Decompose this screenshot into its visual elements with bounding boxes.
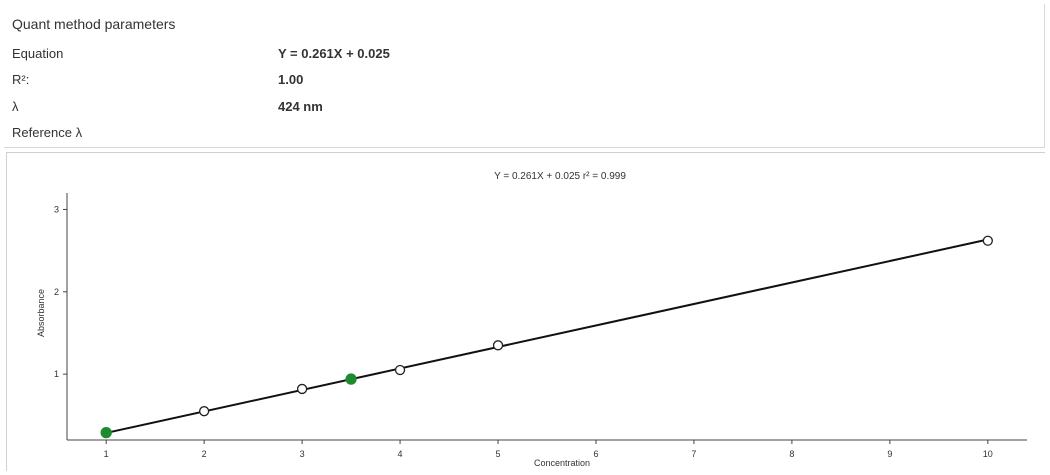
reference-wavelength-label: Reference λ xyxy=(12,125,83,140)
x-tick-label: 8 xyxy=(789,449,794,459)
y-tick-label: 3 xyxy=(54,204,59,214)
y-tick-label: 2 xyxy=(54,287,59,297)
quant-method-parameters-panel: Quant method parameters Equation Y = 0.2… xyxy=(4,4,1045,148)
x-tick-label: 7 xyxy=(691,449,696,459)
x-tick-label: 6 xyxy=(593,449,598,459)
x-axis-label: Concentration xyxy=(534,458,590,468)
data-points-group xyxy=(100,235,993,439)
y-axis-label: Absorbance xyxy=(36,289,46,337)
highlighted-data-point xyxy=(345,373,357,385)
wavelength-label: λ xyxy=(12,99,19,114)
equation-value: Y = 0.261X + 0.025 xyxy=(278,46,390,61)
r-squared-value: 1.00 xyxy=(278,72,304,87)
regression-line xyxy=(105,238,989,434)
r-squared-label: R²: xyxy=(12,72,30,87)
x-tick-label: 5 xyxy=(496,449,501,459)
highlighted-data-point xyxy=(100,426,112,439)
data-point xyxy=(394,364,406,376)
x-tick-label: 1 xyxy=(104,449,109,459)
x-tick-label: 10 xyxy=(983,449,993,459)
x-tick-label: 3 xyxy=(300,449,305,459)
data-point xyxy=(296,383,308,395)
data-point xyxy=(982,235,993,246)
wavelength-value: 424 nm xyxy=(278,99,323,114)
x-tick-label: 4 xyxy=(398,449,403,459)
x-tick-label: 9 xyxy=(887,449,892,459)
data-point xyxy=(198,406,210,417)
x-tick-label: 2 xyxy=(202,449,207,459)
equation-label: Equation xyxy=(12,46,64,61)
data-point xyxy=(492,340,504,351)
panel-heading: Quant method parameters xyxy=(12,16,176,32)
chart-title: Y = 0.261X + 0.025 r² = 0.999 xyxy=(494,171,626,182)
axis-ticks-group: 1 2 3 4 5 6 7 8 9 10 1 2 3 xyxy=(54,204,993,459)
y-tick-label: 1 xyxy=(54,369,59,379)
